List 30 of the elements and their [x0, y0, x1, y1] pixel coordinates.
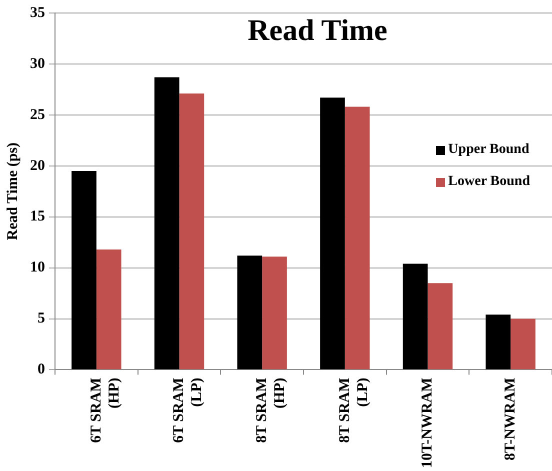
bar — [179, 94, 204, 370]
y-tick-label: 35 — [30, 4, 45, 21]
y-tick-label: 30 — [30, 56, 45, 72]
x-tick-label: 8T-NWRAM — [502, 378, 518, 461]
y-tick-label: 15 — [30, 208, 45, 225]
chart-title: Read Time — [246, 14, 388, 48]
bar — [72, 170, 96, 370]
x-tick-label: 6T SRAM (LP) — [171, 378, 206, 443]
y-axis-title: Read Time (ps) — [4, 142, 21, 240]
y-tick-label: 10 — [30, 260, 45, 276]
bar — [486, 314, 511, 370]
bar — [154, 77, 180, 370]
bar — [96, 249, 122, 370]
legend-label: Lower Bound — [448, 174, 530, 190]
legend-label: Upper Bound — [448, 142, 530, 158]
bar — [510, 318, 536, 370]
bar — [320, 98, 345, 370]
bar — [262, 256, 287, 370]
x-tick-label: 10T-NWRAM — [420, 378, 436, 468]
y-tick-label: 5 — [38, 310, 45, 327]
x-tick-label: 6T SRAM (HP) — [88, 378, 122, 443]
y-tick-label: 25 — [30, 106, 45, 123]
y-tick-label: 20 — [30, 158, 45, 174]
bar — [344, 106, 370, 370]
bar — [402, 264, 428, 370]
y-tick-label: 0 — [38, 362, 45, 378]
bar — [237, 256, 262, 370]
bar — [428, 283, 453, 370]
x-tick-label: 8T SRAM (LP) — [336, 378, 371, 443]
x-tick-label: 8T SRAM (HP) — [254, 378, 288, 443]
